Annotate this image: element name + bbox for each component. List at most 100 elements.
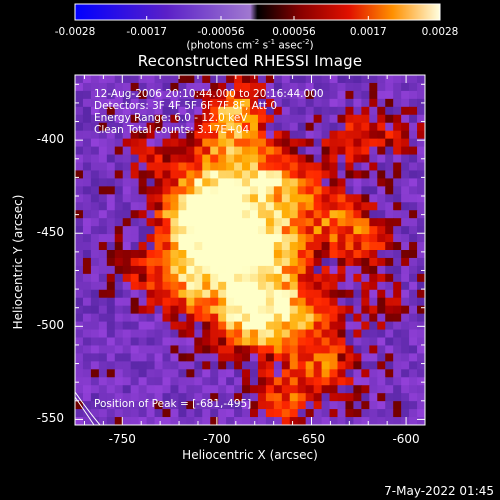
heatmap-cell [257, 82, 267, 92]
heatmap-cell [226, 138, 235, 148]
heatmap-cell [321, 329, 331, 338]
heatmap-cell [170, 377, 179, 386]
heatmap-cell [393, 329, 402, 338]
heatmap-cell [146, 393, 156, 402]
heatmap-cell [98, 170, 108, 179]
heatmap-cell [210, 106, 219, 116]
heatmap-cell [281, 98, 291, 108]
heatmap-cell [385, 186, 394, 195]
heatmap-cell [98, 345, 108, 354]
heatmap-cell [297, 250, 307, 259]
heatmap-cell [210, 345, 219, 354]
heatmap-cell [250, 345, 259, 354]
heatmap-cell [98, 178, 108, 187]
heatmap-cell [409, 106, 418, 116]
heatmap-cell [321, 162, 331, 171]
heatmap-cell [122, 218, 132, 227]
heatmap-cell [218, 281, 227, 291]
heatmap-cell [385, 82, 394, 92]
heatmap-cell [257, 289, 267, 299]
heatmap-cell [305, 409, 315, 418]
heatmap-cell [369, 257, 378, 267]
heatmap-cell [138, 265, 148, 275]
heatmap-cell [321, 265, 331, 275]
heatmap-cell [130, 154, 140, 163]
heatmap-cell [234, 297, 243, 307]
heatmap-cell [305, 210, 315, 219]
heatmap-cell [321, 289, 331, 299]
heatmap-cell [186, 417, 195, 425]
heatmap-cell [409, 250, 418, 259]
heatmap-cell [313, 273, 323, 283]
heatmap-cell [369, 210, 378, 219]
heatmap-cell [194, 369, 203, 378]
heatmap-cell [289, 194, 299, 203]
heatmap-cell [194, 130, 203, 140]
heatmap-cell [98, 369, 108, 378]
heatmap-cell [178, 226, 187, 235]
heatmap-cell [297, 273, 307, 283]
heatmap-cell [337, 409, 346, 418]
heatmap-cell [218, 122, 227, 132]
heatmap-cell [154, 194, 163, 203]
heatmap-cell [297, 281, 307, 291]
heatmap-cell [321, 401, 331, 410]
heatmap-cell [401, 321, 410, 331]
heatmap-cell [202, 234, 211, 243]
heatmap-cell [313, 329, 323, 338]
heatmap-cell [202, 305, 211, 315]
heatmap-cell [273, 250, 283, 259]
heatmap-cell [154, 98, 163, 108]
heatmap-cell [385, 122, 394, 132]
heatmap-cell [273, 106, 283, 116]
heatmap-cell [106, 218, 116, 227]
heatmap-cell [202, 250, 211, 259]
heatmap-cell [218, 162, 227, 171]
heatmap-cell [417, 170, 425, 179]
heatmap-cell [417, 242, 425, 251]
heatmap-cell [154, 202, 163, 211]
heatmap-cell [337, 377, 346, 386]
heatmap-cell [186, 393, 195, 402]
heatmap-cell [289, 130, 299, 140]
heatmap-cell [377, 90, 386, 100]
heatmap-cell [146, 281, 156, 291]
heatmap-cell [210, 138, 219, 148]
heatmap-cell [146, 409, 156, 418]
heatmap-cell [369, 202, 378, 211]
heatmap-cell [313, 345, 323, 354]
heatmap-cell [321, 106, 331, 116]
heatmap-cell [385, 226, 394, 235]
heatmap-cell [242, 409, 251, 418]
heatmap-cell [281, 361, 291, 370]
heatmap-cell [138, 369, 148, 378]
heatmap-cell [146, 297, 156, 307]
heatmap-cell [234, 122, 243, 132]
heatmap-cell [297, 82, 307, 92]
heatmap-cell [194, 345, 203, 354]
heatmap-cell [313, 257, 323, 267]
heatmap-cell [75, 297, 84, 307]
heatmap-cell [393, 170, 402, 179]
heatmap-cell [281, 321, 291, 331]
heatmap-cell [417, 146, 425, 156]
heatmap-cell [234, 242, 243, 251]
heatmap-cell [305, 226, 315, 235]
heatmap-cell [226, 321, 235, 331]
heatmap-cell [194, 90, 203, 100]
heatmap-cell [138, 146, 148, 156]
heatmap-cell [417, 162, 425, 171]
heatmap-cell [353, 297, 362, 307]
heatmap-cell [409, 265, 418, 275]
heatmap-cell [401, 377, 410, 386]
heatmap-cell [106, 114, 116, 124]
heatmap-cell [297, 210, 307, 219]
heatmap-cell [218, 297, 227, 307]
heatmap-cell [361, 226, 370, 235]
heatmap-cell [297, 345, 307, 354]
heatmap-cell [377, 409, 386, 418]
heatmap-cell [234, 361, 243, 370]
heatmap-cell [186, 130, 195, 140]
heatmap-cell [122, 178, 132, 187]
heatmap-cell [210, 226, 219, 235]
